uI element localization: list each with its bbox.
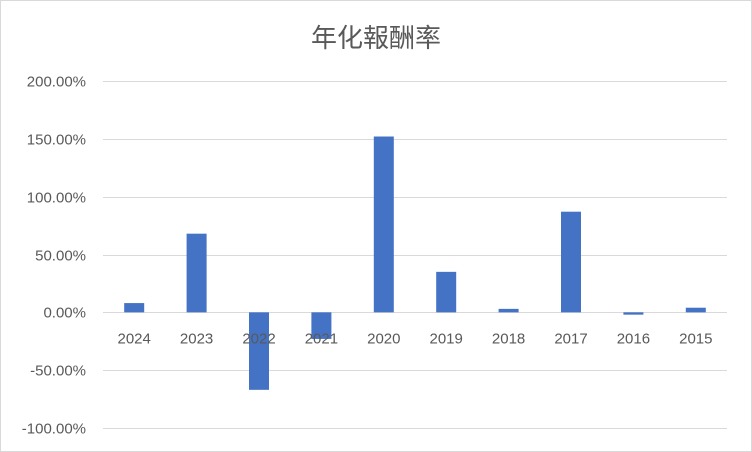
bar [623,312,644,315]
x-tick-label: 2021 [305,330,338,347]
x-tick-label: 2024 [118,330,151,347]
bar [186,233,207,313]
x-tick-label: 2020 [367,330,400,347]
x-tick-label: 2017 [554,330,587,347]
bar [311,312,332,339]
y-tick-label: 50.00% [35,248,86,265]
y-tick-label: 100.00% [27,190,86,207]
y-tick-label: -50.00% [30,363,86,380]
y-tick-label: 0.00% [43,305,86,322]
x-tick-label: 2019 [430,330,463,347]
bar [685,307,706,313]
bar [498,308,519,313]
y-tick-label: -100.00% [22,421,86,438]
bar [249,312,269,390]
x-tick-label: 2015 [679,330,712,347]
x-tick-label: 2022 [242,330,275,347]
bar [561,211,581,313]
x-tick-label: 2018 [492,330,525,347]
chart-title: 年化報酬率 [310,24,441,54]
x-tick-label: 2016 [617,330,650,347]
bar [124,303,145,313]
y-tick-label: 150.00% [27,132,86,149]
y-tick-label: 200.00% [27,74,86,91]
bar [436,271,457,313]
x-tick-label: 2023 [180,330,213,347]
bar [373,136,394,313]
